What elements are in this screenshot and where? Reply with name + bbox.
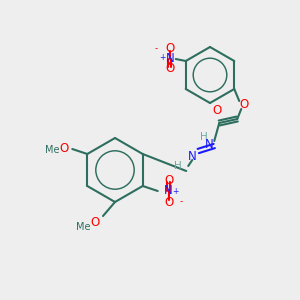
Text: O: O xyxy=(164,173,173,187)
Text: O: O xyxy=(60,142,69,154)
Text: N: N xyxy=(188,149,197,163)
Text: -: - xyxy=(154,44,158,53)
Text: H: H xyxy=(174,161,182,171)
Text: -: - xyxy=(179,197,182,206)
Text: N: N xyxy=(205,137,214,151)
Text: +: + xyxy=(172,187,179,196)
Text: N: N xyxy=(165,52,174,64)
Text: O: O xyxy=(90,215,100,229)
Text: O: O xyxy=(213,104,222,118)
Text: Me: Me xyxy=(45,145,59,155)
Text: +: + xyxy=(160,53,166,62)
Text: Me: Me xyxy=(76,222,90,232)
Text: O: O xyxy=(165,43,174,56)
Text: H: H xyxy=(200,132,208,142)
Text: O: O xyxy=(240,98,249,110)
Text: O: O xyxy=(165,62,174,76)
Text: N: N xyxy=(164,184,173,197)
Text: O: O xyxy=(164,196,173,208)
